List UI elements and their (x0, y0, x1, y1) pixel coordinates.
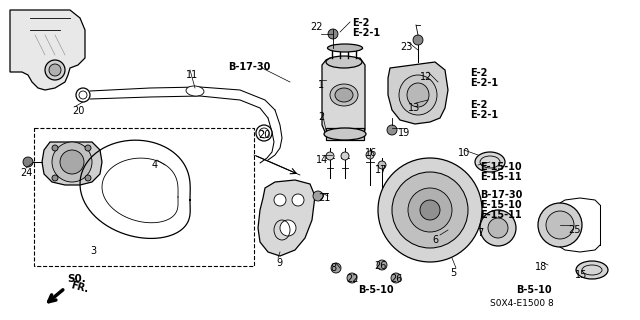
Text: 16: 16 (365, 148, 377, 158)
Bar (326, 128, 364, 140)
Polygon shape (258, 180, 315, 256)
Text: 10: 10 (458, 148, 470, 158)
Circle shape (85, 145, 91, 151)
Text: 6: 6 (432, 235, 438, 245)
Circle shape (45, 60, 65, 80)
Text: 11: 11 (186, 70, 198, 80)
Ellipse shape (399, 75, 437, 115)
Text: 25: 25 (568, 225, 580, 235)
Text: E-2-1: E-2-1 (470, 110, 498, 120)
Text: 20: 20 (258, 130, 270, 140)
Text: E-15-11: E-15-11 (480, 172, 522, 182)
Circle shape (76, 88, 90, 102)
Polygon shape (10, 10, 85, 90)
Circle shape (538, 203, 582, 247)
Circle shape (378, 158, 482, 262)
Text: 4: 4 (152, 160, 158, 170)
Text: B-17-30: B-17-30 (228, 62, 270, 72)
Circle shape (391, 273, 401, 283)
Text: 2: 2 (318, 112, 324, 122)
Text: FR.: FR. (70, 280, 90, 294)
Text: 26: 26 (374, 261, 387, 271)
Text: E-2-1: E-2-1 (352, 28, 380, 38)
Circle shape (413, 35, 423, 45)
Text: 1: 1 (318, 80, 324, 90)
Ellipse shape (186, 86, 204, 96)
Circle shape (366, 151, 374, 159)
Bar (34, 128, 254, 266)
Circle shape (256, 125, 272, 141)
Circle shape (331, 263, 341, 273)
Text: 17: 17 (375, 165, 387, 175)
Text: E-2: E-2 (352, 18, 369, 28)
Circle shape (85, 175, 91, 181)
Text: 24: 24 (20, 168, 33, 178)
Circle shape (49, 64, 61, 76)
Ellipse shape (328, 44, 362, 52)
Text: B-5-10: B-5-10 (516, 285, 552, 295)
Text: 23: 23 (400, 42, 412, 52)
Text: 14: 14 (316, 155, 328, 165)
Circle shape (326, 152, 334, 160)
Text: 20: 20 (72, 106, 84, 116)
Circle shape (313, 191, 323, 201)
Text: 22: 22 (310, 22, 323, 32)
Text: S0.: S0. (67, 274, 86, 284)
Polygon shape (42, 142, 102, 185)
Text: 22: 22 (346, 274, 358, 284)
Circle shape (341, 152, 349, 160)
Ellipse shape (330, 84, 358, 106)
Text: 7: 7 (477, 228, 483, 238)
Circle shape (408, 188, 452, 232)
Ellipse shape (335, 88, 353, 102)
Ellipse shape (324, 128, 366, 140)
Circle shape (480, 210, 516, 246)
Text: E-2: E-2 (470, 68, 488, 78)
Text: 13: 13 (408, 103, 420, 113)
Text: 26: 26 (390, 274, 403, 284)
Text: 12: 12 (420, 72, 433, 82)
Circle shape (377, 260, 387, 270)
Text: B-17-30: B-17-30 (480, 190, 522, 200)
Text: E-15-11: E-15-11 (480, 210, 522, 220)
Ellipse shape (576, 261, 608, 279)
Circle shape (347, 273, 357, 283)
Circle shape (52, 142, 92, 182)
Circle shape (546, 211, 574, 239)
Text: E-2: E-2 (470, 100, 488, 110)
Text: B-5-10: B-5-10 (358, 285, 394, 295)
Ellipse shape (407, 83, 429, 107)
Circle shape (387, 125, 397, 135)
Text: 15: 15 (575, 270, 588, 280)
Ellipse shape (326, 56, 362, 68)
Text: E-2-1: E-2-1 (470, 78, 498, 88)
Polygon shape (322, 58, 365, 138)
Text: 18: 18 (535, 262, 547, 272)
Circle shape (488, 218, 508, 238)
Text: S0X4-E1500 8: S0X4-E1500 8 (490, 299, 554, 308)
Circle shape (420, 200, 440, 220)
Text: 5: 5 (450, 268, 456, 278)
Text: 19: 19 (398, 128, 410, 138)
Circle shape (292, 194, 304, 206)
Circle shape (274, 194, 286, 206)
Text: E-15-10: E-15-10 (480, 200, 522, 210)
Circle shape (23, 157, 33, 167)
Ellipse shape (475, 152, 505, 172)
Circle shape (60, 150, 84, 174)
Circle shape (280, 220, 296, 236)
Circle shape (328, 29, 338, 39)
Circle shape (52, 145, 58, 151)
Circle shape (52, 175, 58, 181)
Text: E-15-10: E-15-10 (480, 162, 522, 172)
Circle shape (378, 161, 386, 169)
Text: 9: 9 (276, 258, 282, 268)
Circle shape (392, 172, 468, 248)
Text: 21: 21 (318, 193, 330, 203)
Polygon shape (388, 62, 448, 124)
Text: 3: 3 (90, 246, 96, 256)
Text: 8: 8 (330, 263, 336, 273)
